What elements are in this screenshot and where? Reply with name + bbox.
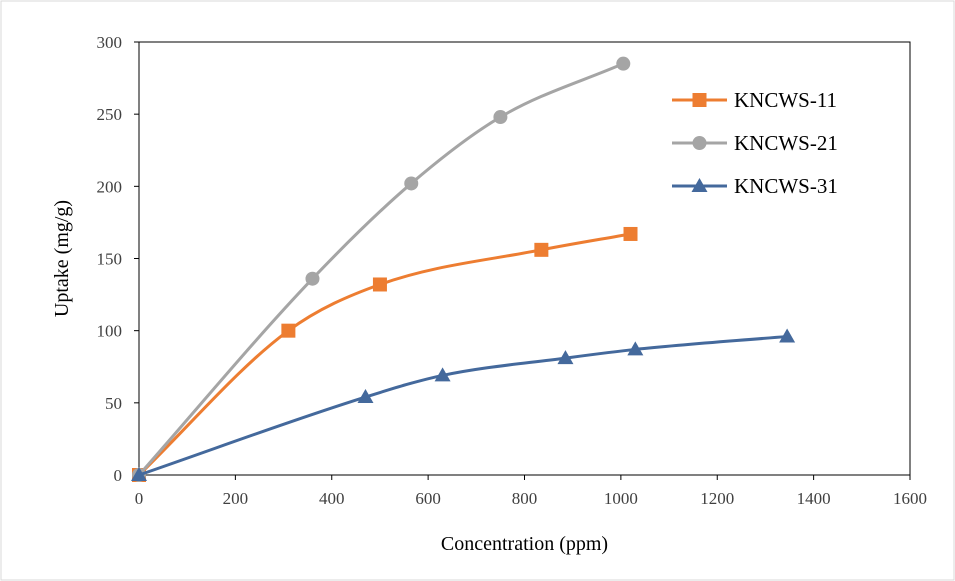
x-tick-label: 1000	[604, 489, 638, 508]
x-tick-label: 200	[223, 489, 249, 508]
data-point	[616, 56, 631, 71]
x-tick-label: 1200	[700, 489, 734, 508]
x-tick-label: 600	[415, 489, 441, 508]
x-axis-ticks: 0 200 400 600 800 1000 1200 1400 1600	[135, 475, 927, 508]
data-point	[623, 226, 638, 241]
y-axis-ticks: 0 50 100 150 200 250 300	[97, 33, 139, 485]
x-tick-label: 1600	[893, 489, 927, 508]
data-point	[627, 341, 644, 356]
y-tick-label: 250	[97, 105, 123, 124]
legend-item: KNCWS-31	[672, 174, 838, 198]
legend-label: KNCWS-21	[734, 131, 838, 155]
legend: KNCWS-11 KNCWS-21 KNCWS-31	[672, 88, 838, 198]
legend-marker	[691, 178, 708, 192]
legend-item: KNCWS-21	[672, 131, 838, 155]
legend-label: KNCWS-11	[734, 88, 837, 112]
data-point	[434, 367, 451, 382]
legend-item: KNCWS-11	[672, 88, 837, 112]
data-point	[557, 350, 574, 365]
series-kncws-31	[131, 328, 796, 481]
series-line	[137, 62, 625, 477]
y-tick-label: 100	[97, 322, 123, 341]
x-tick-label: 400	[319, 489, 345, 508]
data-point	[534, 242, 549, 257]
data-point	[281, 323, 296, 338]
legend-marker	[692, 136, 707, 150]
data-point	[372, 277, 387, 292]
legend-label: KNCWS-31	[734, 174, 838, 198]
x-axis-title: Concentration (ppm)	[441, 533, 608, 555]
y-tick-label: 300	[97, 33, 123, 52]
data-point	[305, 271, 320, 286]
y-tick-label: 0	[114, 466, 123, 485]
y-tick-label: 50	[105, 394, 122, 413]
x-tick-label: 800	[512, 489, 538, 508]
y-axis-title: Uptake (mg/g)	[51, 200, 73, 317]
x-tick-label: 0	[135, 489, 144, 508]
x-tick-label: 1400	[797, 489, 831, 508]
data-point	[493, 110, 508, 125]
series-line	[137, 334, 789, 477]
data-point	[357, 389, 374, 404]
data-point	[779, 328, 796, 343]
data-point	[131, 467, 147, 481]
y-tick-label: 200	[97, 177, 123, 196]
legend-marker	[692, 93, 707, 107]
data-point	[404, 176, 419, 191]
series-layer	[131, 56, 796, 482]
y-tick-label: 150	[97, 250, 123, 269]
